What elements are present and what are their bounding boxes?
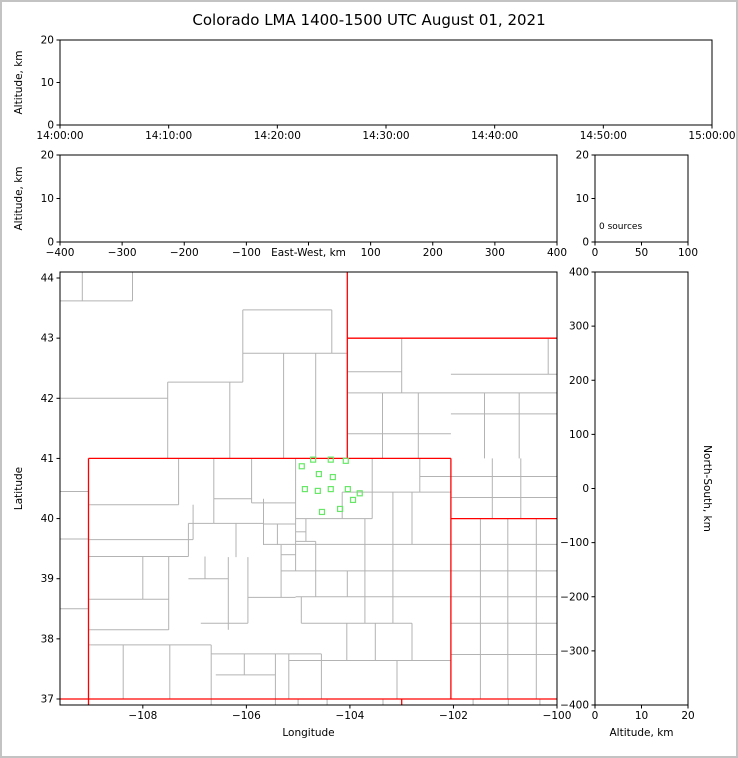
svg-text:100: 100 bbox=[361, 247, 381, 259]
svg-text:15:00:00: 15:00:00 bbox=[688, 130, 735, 142]
svg-text:0: 0 bbox=[592, 710, 599, 722]
svg-text:20: 20 bbox=[41, 150, 54, 162]
svg-text:−104: −104 bbox=[335, 710, 364, 722]
svg-text:14:10:00: 14:10:00 bbox=[145, 130, 192, 142]
svg-text:−108: −108 bbox=[128, 710, 157, 722]
svg-text:−200: −200 bbox=[170, 247, 199, 259]
svg-text:Altitude, km: Altitude, km bbox=[13, 50, 25, 114]
svg-text:40: 40 bbox=[41, 513, 54, 525]
svg-text:300: 300 bbox=[485, 247, 505, 259]
svg-text:400: 400 bbox=[569, 267, 589, 279]
svg-text:East-West, km: East-West, km bbox=[271, 247, 346, 259]
svg-text:−100: −100 bbox=[543, 710, 572, 722]
svg-text:37: 37 bbox=[41, 693, 54, 705]
svg-text:100: 100 bbox=[569, 429, 589, 441]
svg-text:Altitude, km: Altitude, km bbox=[609, 727, 673, 739]
svg-text:50: 50 bbox=[635, 247, 648, 259]
svg-text:20: 20 bbox=[41, 35, 54, 47]
svg-text:100: 100 bbox=[678, 247, 698, 259]
svg-text:400: 400 bbox=[547, 247, 567, 259]
svg-text:−100: −100 bbox=[560, 537, 589, 549]
svg-text:−400: −400 bbox=[46, 247, 75, 259]
svg-text:0: 0 bbox=[47, 237, 54, 249]
svg-text:10: 10 bbox=[41, 77, 54, 89]
svg-text:200: 200 bbox=[569, 375, 589, 387]
svg-text:Latitude: Latitude bbox=[13, 467, 25, 510]
svg-text:−102: −102 bbox=[439, 710, 468, 722]
svg-text:14:00:00: 14:00:00 bbox=[36, 130, 83, 142]
svg-text:38: 38 bbox=[41, 633, 54, 645]
svg-text:−300: −300 bbox=[108, 247, 137, 259]
svg-text:0: 0 bbox=[582, 483, 589, 495]
svg-text:10: 10 bbox=[576, 193, 589, 205]
svg-text:−300: −300 bbox=[560, 645, 589, 657]
svg-text:Longitude: Longitude bbox=[282, 727, 334, 739]
svg-text:200: 200 bbox=[423, 247, 443, 259]
svg-text:0: 0 bbox=[582, 237, 589, 249]
svg-text:44: 44 bbox=[41, 273, 55, 285]
svg-text:39: 39 bbox=[41, 573, 54, 585]
svg-text:North-South, km: North-South, km bbox=[701, 445, 713, 532]
svg-text:20: 20 bbox=[681, 710, 694, 722]
svg-text:0: 0 bbox=[592, 247, 599, 259]
chart-title: Colorado LMA 1400-1500 UTC August 01, 20… bbox=[192, 11, 546, 29]
svg-text:20: 20 bbox=[576, 150, 589, 162]
svg-text:43: 43 bbox=[41, 333, 54, 345]
svg-text:300: 300 bbox=[569, 321, 589, 333]
svg-text:41: 41 bbox=[41, 453, 54, 465]
sources-count-label: 0 sources bbox=[599, 222, 643, 232]
svg-text:14:40:00: 14:40:00 bbox=[471, 130, 518, 142]
svg-text:14:50:00: 14:50:00 bbox=[580, 130, 627, 142]
svg-text:−106: −106 bbox=[232, 710, 261, 722]
svg-text:42: 42 bbox=[41, 393, 54, 405]
svg-text:14:30:00: 14:30:00 bbox=[362, 130, 409, 142]
svg-text:−200: −200 bbox=[560, 591, 589, 603]
svg-text:−100: −100 bbox=[232, 247, 261, 259]
svg-text:−400: −400 bbox=[560, 700, 589, 712]
svg-text:Altitude, km: Altitude, km bbox=[13, 166, 25, 230]
svg-text:10: 10 bbox=[41, 193, 54, 205]
svg-text:14:20:00: 14:20:00 bbox=[254, 130, 301, 142]
svg-text:10: 10 bbox=[635, 710, 648, 722]
svg-text:0: 0 bbox=[47, 120, 54, 132]
